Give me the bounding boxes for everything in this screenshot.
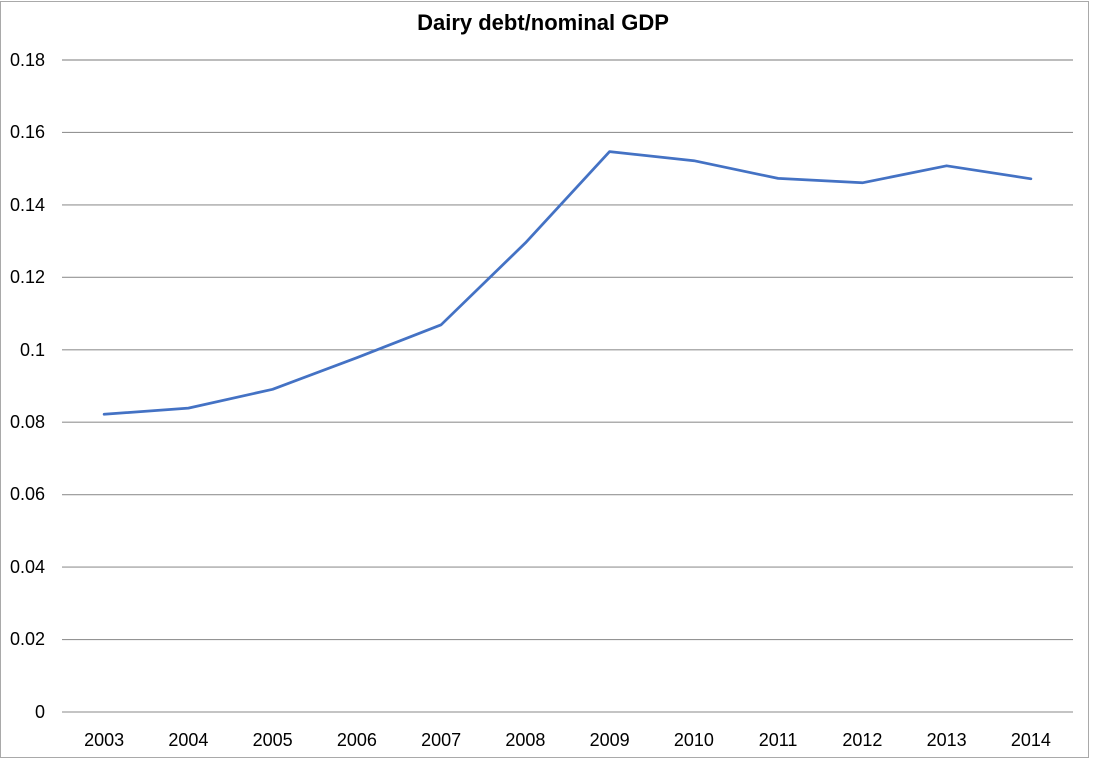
svg-text:2006: 2006 [337,730,377,750]
svg-text:0.04: 0.04 [10,557,45,577]
svg-text:2009: 2009 [590,730,630,750]
svg-text:2014: 2014 [1011,730,1051,750]
svg-text:0: 0 [35,702,45,722]
svg-text:2010: 2010 [674,730,714,750]
svg-text:2004: 2004 [168,730,208,750]
svg-text:2003: 2003 [84,730,124,750]
svg-text:2013: 2013 [927,730,967,750]
svg-text:2007: 2007 [421,730,461,750]
svg-text:0.12: 0.12 [10,267,45,287]
svg-text:0.14: 0.14 [10,195,45,215]
svg-text:2012: 2012 [842,730,882,750]
svg-text:0.1: 0.1 [20,340,45,360]
svg-text:2008: 2008 [505,730,545,750]
svg-text:2011: 2011 [759,730,798,750]
svg-text:0.02: 0.02 [10,629,45,649]
svg-text:2005: 2005 [253,730,293,750]
svg-text:0.18: 0.18 [10,50,45,70]
svg-text:0.16: 0.16 [10,122,45,142]
svg-text:0.08: 0.08 [10,412,45,432]
svg-text:0.06: 0.06 [10,484,45,504]
